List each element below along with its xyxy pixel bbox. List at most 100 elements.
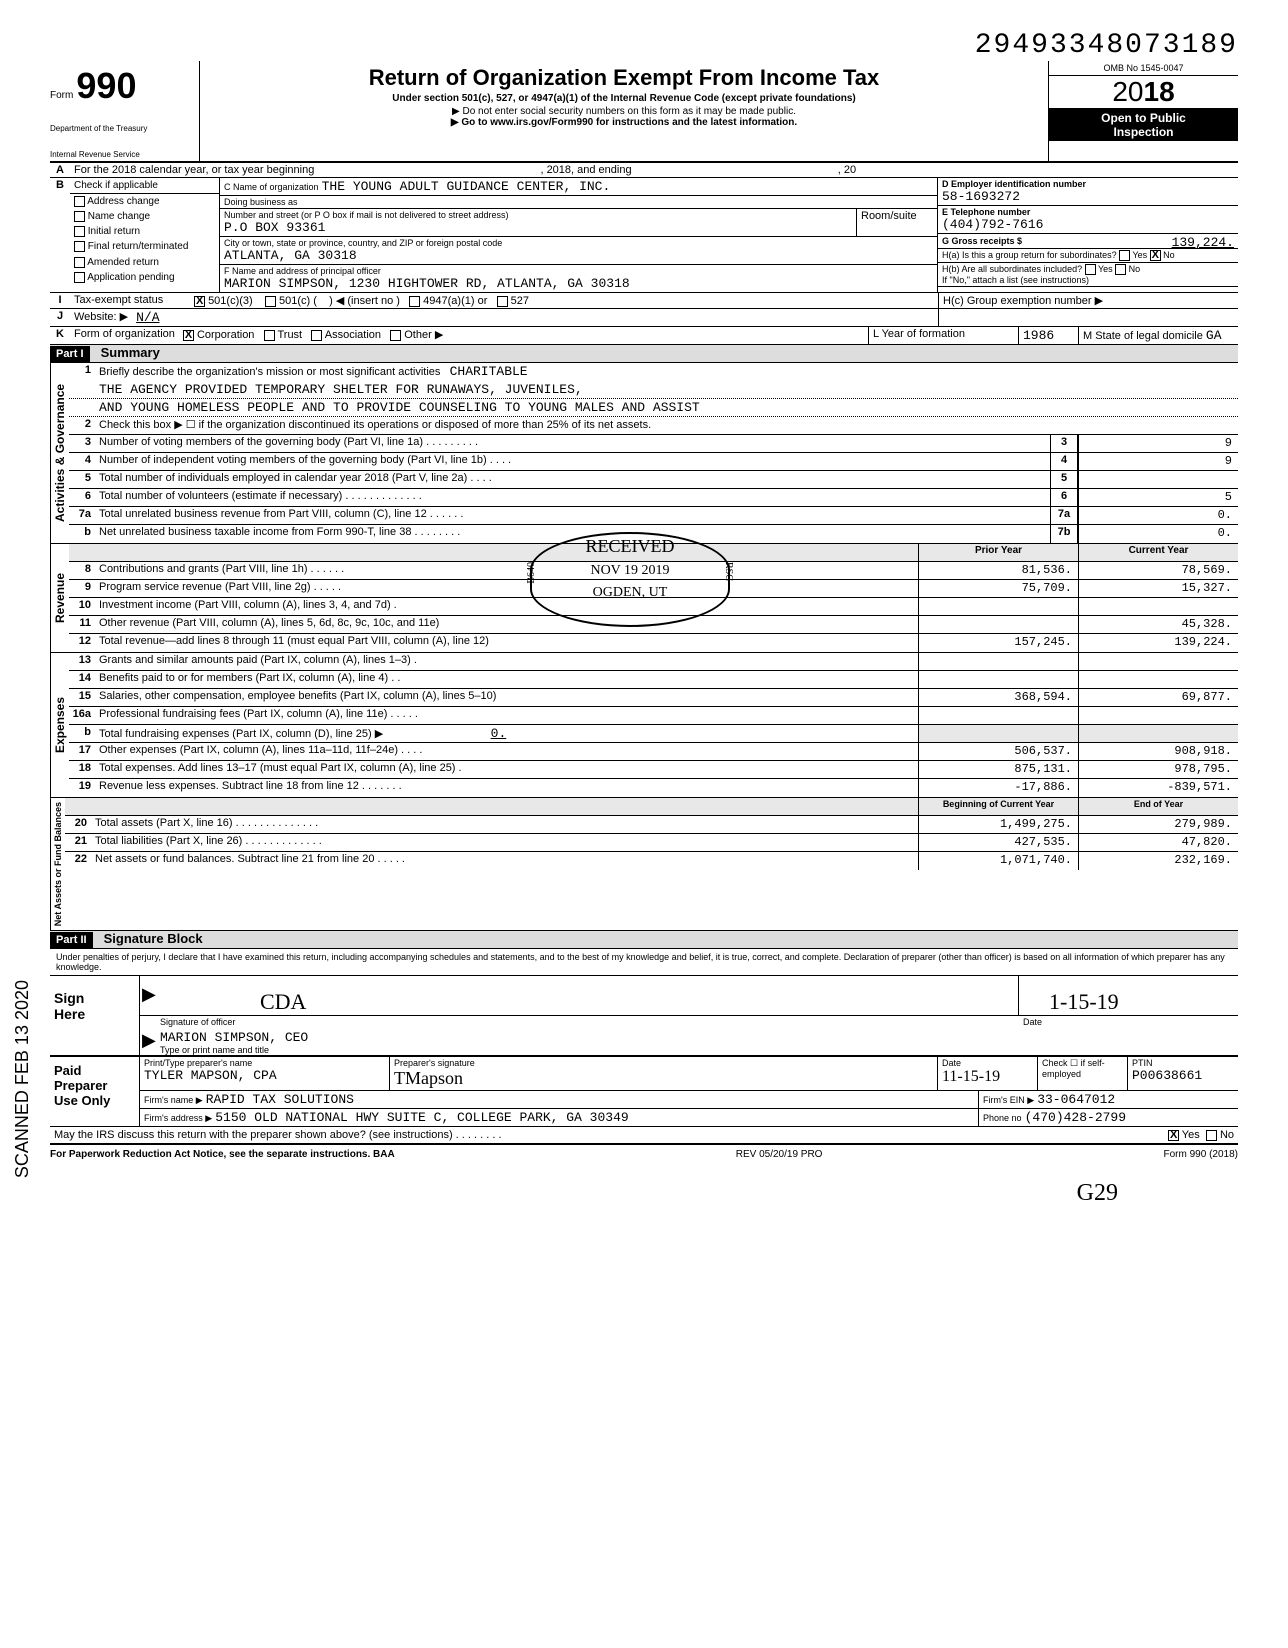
line-17: Other expenses (Part IX, column (A), lin… xyxy=(97,743,918,760)
document-number: 29493348073189 xyxy=(50,30,1238,61)
expenses-section: Expenses 13Grants and similar amounts pa… xyxy=(50,653,1238,798)
check-501c3[interactable] xyxy=(194,296,205,307)
firm-ein-label: Firm's EIN ▶ xyxy=(983,1095,1034,1105)
check-other[interactable] xyxy=(390,330,401,341)
line-5: Total number of individuals employed in … xyxy=(97,471,1050,488)
check-corporation[interactable] xyxy=(183,330,194,341)
prior-10 xyxy=(918,598,1078,615)
vlabel-revenue: Revenue xyxy=(50,544,69,652)
check-initial-return[interactable]: Initial return xyxy=(70,224,219,239)
curr-11: 45,328. xyxy=(1078,616,1238,633)
line-21: Total liabilities (Part X, line 26) . . … xyxy=(93,834,918,851)
preparer-signature: TMapson xyxy=(394,1068,933,1089)
received-stamp: RECEIVED NOV 19 2019 OGDEN, UT B640 RSC xyxy=(530,532,730,627)
val-7a: 0. xyxy=(1078,507,1238,524)
end-22: 232,169. xyxy=(1078,852,1238,870)
line-16b: Total fundraising expenses (Part IX, col… xyxy=(97,725,918,742)
use-only-label: Use Only xyxy=(54,1093,135,1108)
rev-date: REV 05/20/19 PRO xyxy=(736,1149,823,1160)
vlabel-expenses: Expenses xyxy=(50,653,69,797)
state-domicile: GA xyxy=(1206,328,1222,343)
line-6: Total number of volunteers (estimate if … xyxy=(97,489,1050,506)
arrow-icon-2: ▶ xyxy=(140,1030,160,1055)
check-trust[interactable] xyxy=(264,330,275,341)
firm-ein: 33-0647012 xyxy=(1037,1092,1115,1107)
dept-irs: Internal Revenue Service xyxy=(50,151,193,159)
d-label: D Employer identification number xyxy=(942,179,1234,189)
dept-treasury: Department of the Treasury xyxy=(50,125,193,133)
date-label: Date xyxy=(1023,1017,1042,1027)
mission: CHARITABLE xyxy=(450,364,528,379)
vlabel-governance: Activities & Governance xyxy=(50,363,69,543)
check-application-pending[interactable]: Application pending xyxy=(70,270,219,285)
ptin: P00638661 xyxy=(1132,1068,1234,1083)
line-8: Contributions and grants (Part VIII, lin… xyxy=(97,562,918,579)
check-association[interactable] xyxy=(311,330,322,341)
form-number: 990 xyxy=(76,65,136,106)
curr-19: -839,571. xyxy=(1078,779,1238,797)
prior-8: 81,536. xyxy=(918,562,1078,579)
hdr-prior-year: Prior Year xyxy=(918,544,1078,561)
officer-name: MARION SIMPSON, CEO xyxy=(160,1030,1238,1045)
firm-address: 5150 OLD NATIONAL HWY SUITE C, COLLEGE P… xyxy=(215,1110,628,1125)
page-footer: For Paperwork Reduction Act Notice, see … xyxy=(50,1145,1238,1160)
line-7a: Total unrelated business revenue from Pa… xyxy=(97,507,1050,524)
line-a-text: For the 2018 calendar year, or tax year … xyxy=(74,164,314,176)
omb-number: OMB No 1545-0047 xyxy=(1049,61,1238,76)
preparer-label: Preparer xyxy=(54,1078,135,1093)
type-name-label: Type or print name and title xyxy=(160,1045,1238,1055)
line-b-letter: B xyxy=(50,178,70,292)
self-employed-check[interactable]: Check ☐ if self-employed xyxy=(1038,1057,1128,1090)
firm-addr-label: Firm's address ▶ xyxy=(144,1113,212,1123)
hdr-end: End of Year xyxy=(1078,798,1238,815)
line-10: Investment income (Part VIII, column (A)… xyxy=(97,598,918,615)
prior-11 xyxy=(918,616,1078,633)
line-18: Total expenses. Add lines 13–17 (must eq… xyxy=(97,761,918,778)
line-4: Number of independent voting members of … xyxy=(97,453,1050,470)
line-14: Benefits paid to or for members (Part IX… xyxy=(97,671,918,688)
prior-12: 157,245. xyxy=(918,634,1078,652)
curr-18: 978,795. xyxy=(1078,761,1238,778)
line-11: Other revenue (Part VIII, column (A), li… xyxy=(97,616,918,633)
firm-name: RAPID TAX SOLUTIONS xyxy=(206,1092,354,1107)
revenue-section: Revenue Prior Year Current Year 8Contrib… xyxy=(50,544,1238,653)
check-name-change[interactable]: Name change xyxy=(70,209,219,224)
check-address-change[interactable]: Address change xyxy=(70,194,219,209)
check-527[interactable] xyxy=(497,296,508,307)
curr-15: 69,877. xyxy=(1078,689,1238,706)
officer-signature: CDA xyxy=(260,989,306,1015)
goto-url: ▶ Go to www.irs.gov/Form990 for instruct… xyxy=(208,117,1040,128)
prep-date: 11-15-19 xyxy=(942,1068,1033,1086)
addr-label: Number and street (or P O box if mail is… xyxy=(224,210,852,220)
line-2: Check this box ▶ ☐ if the organization d… xyxy=(97,417,1238,434)
here-label: Here xyxy=(54,1006,135,1022)
preparer-name: TYLER MAPSON, CPA xyxy=(144,1068,385,1083)
hdr-current-year: Current Year xyxy=(1078,544,1238,561)
line-15: Salaries, other compensation, employee b… xyxy=(97,689,918,706)
ein: 58-1693272 xyxy=(942,189,1234,204)
val-6: 5 xyxy=(1078,489,1238,506)
principal-officer: MARION SIMPSON, 1230 HIGHTOWER RD, ATLAN… xyxy=(224,276,933,291)
line-20: Total assets (Part X, line 16) . . . . .… xyxy=(93,816,918,833)
bottom-handwriting: G29 xyxy=(50,1180,1238,1207)
net-assets-section: Net Assets or Fund Balances Beginning of… xyxy=(50,798,1238,931)
f-label: F Name and address of principal officer xyxy=(224,266,933,276)
discuss-no-check[interactable] xyxy=(1206,1130,1217,1141)
website: N/A xyxy=(132,309,938,326)
check-amended-return[interactable]: Amended return xyxy=(70,255,219,270)
prep-sig-label: Preparer's signature xyxy=(394,1058,933,1068)
discuss-yes-check[interactable] xyxy=(1168,1130,1179,1141)
paperwork-notice: For Paperwork Reduction Act Notice, see … xyxy=(50,1149,395,1160)
paid-label: Paid xyxy=(54,1063,135,1078)
prep-name-label: Print/Type preparer's name xyxy=(144,1058,385,1068)
val-4: 9 xyxy=(1078,453,1238,470)
c-label: C Name of organization xyxy=(224,182,319,192)
org-name: THE YOUNG ADULT GUIDANCE CENTER, INC. xyxy=(322,179,611,194)
check-501c[interactable] xyxy=(265,296,276,307)
block-b-through-h: B Check if applicable Address change Nam… xyxy=(50,178,1238,293)
check-final-return[interactable]: Final return/terminated xyxy=(70,239,219,254)
val-3: 9 xyxy=(1078,435,1238,452)
city-state-zip: ATLANTA, GA 30318 xyxy=(224,248,933,263)
check-4947[interactable] xyxy=(409,296,420,307)
gross-receipts: G Gross receipts $ 139,224. xyxy=(938,234,1238,249)
